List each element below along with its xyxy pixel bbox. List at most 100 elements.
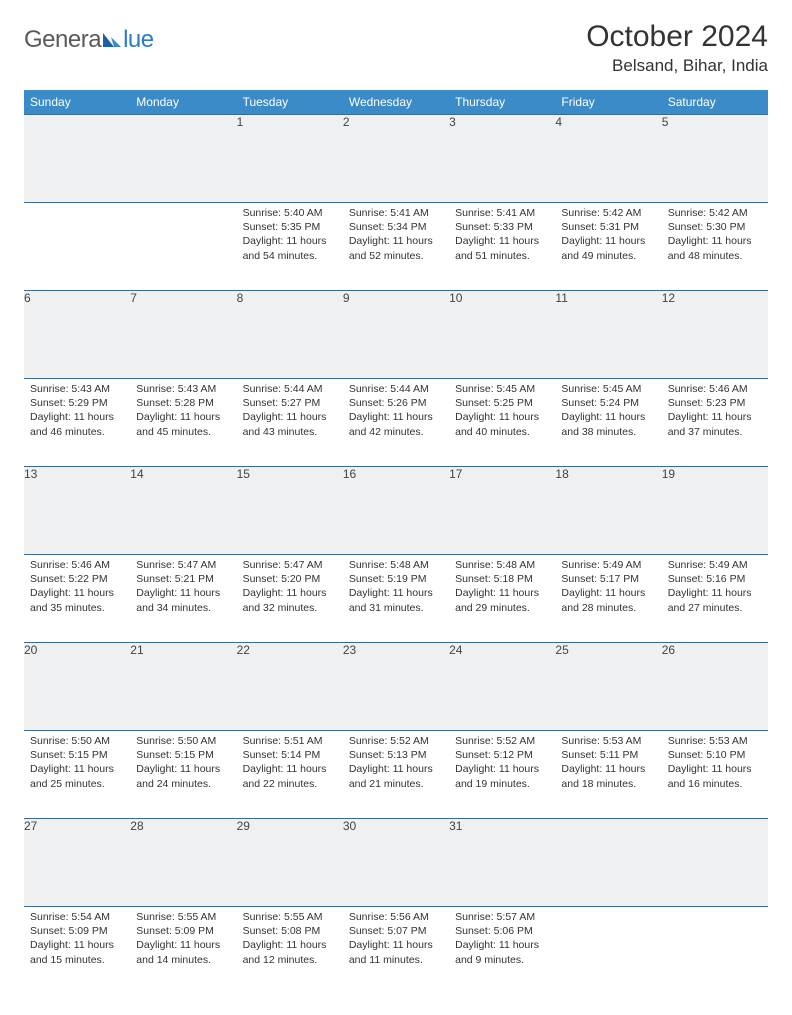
sunrise-line: Sunrise: 5:43 AM <box>136 382 230 396</box>
day-header: Tuesday <box>237 90 343 115</box>
sunset-line: Sunset: 5:21 PM <box>136 572 230 586</box>
day-cell: Sunrise: 5:43 AMSunset: 5:29 PMDaylight:… <box>24 379 130 467</box>
day-header-row: SundayMondayTuesdayWednesdayThursdayFrid… <box>24 90 768 115</box>
daylight-line: Daylight: 11 hours and 25 minutes. <box>30 762 124 790</box>
daynum-row: 13141516171819 <box>24 467 768 555</box>
day-number: 7 <box>130 291 236 379</box>
calendar-body: 12345Sunrise: 5:40 AMSunset: 5:35 PMDayl… <box>24 115 768 995</box>
day-number <box>130 115 236 203</box>
day-number: 13 <box>24 467 130 555</box>
day-cell <box>662 907 768 995</box>
day-cell: Sunrise: 5:52 AMSunset: 5:12 PMDaylight:… <box>449 731 555 819</box>
logo: Genera lue <box>24 26 154 54</box>
day-info: Sunrise: 5:41 AMSunset: 5:34 PMDaylight:… <box>343 203 449 269</box>
day-cell: Sunrise: 5:48 AMSunset: 5:18 PMDaylight:… <box>449 555 555 643</box>
day-header: Friday <box>555 90 661 115</box>
sunset-line: Sunset: 5:24 PM <box>561 396 655 410</box>
sunrise-line: Sunrise: 5:49 AM <box>668 558 762 572</box>
day-info: Sunrise: 5:48 AMSunset: 5:19 PMDaylight:… <box>343 555 449 621</box>
daylight-line: Daylight: 11 hours and 28 minutes. <box>561 586 655 614</box>
sunset-line: Sunset: 5:09 PM <box>136 924 230 938</box>
daylight-line: Daylight: 11 hours and 49 minutes. <box>561 234 655 262</box>
daylight-line: Daylight: 11 hours and 42 minutes. <box>349 410 443 438</box>
daylight-line: Daylight: 11 hours and 46 minutes. <box>30 410 124 438</box>
sunrise-line: Sunrise: 5:54 AM <box>30 910 124 924</box>
day-number: 8 <box>237 291 343 379</box>
day-cell: Sunrise: 5:47 AMSunset: 5:20 PMDaylight:… <box>237 555 343 643</box>
sunrise-line: Sunrise: 5:47 AM <box>243 558 337 572</box>
day-info: Sunrise: 5:42 AMSunset: 5:31 PMDaylight:… <box>555 203 661 269</box>
daylight-line: Daylight: 11 hours and 34 minutes. <box>136 586 230 614</box>
day-info: Sunrise: 5:56 AMSunset: 5:07 PMDaylight:… <box>343 907 449 973</box>
day-number: 21 <box>130 643 236 731</box>
day-cell: Sunrise: 5:56 AMSunset: 5:07 PMDaylight:… <box>343 907 449 995</box>
sunrise-line: Sunrise: 5:46 AM <box>668 382 762 396</box>
sunrise-line: Sunrise: 5:48 AM <box>349 558 443 572</box>
sunrise-line: Sunrise: 5:57 AM <box>455 910 549 924</box>
day-number: 23 <box>343 643 449 731</box>
day-number: 18 <box>555 467 661 555</box>
logo-sail-icon <box>101 31 123 49</box>
day-cell: Sunrise: 5:53 AMSunset: 5:11 PMDaylight:… <box>555 731 661 819</box>
sunset-line: Sunset: 5:09 PM <box>30 924 124 938</box>
day-info: Sunrise: 5:47 AMSunset: 5:20 PMDaylight:… <box>237 555 343 621</box>
sunrise-line: Sunrise: 5:40 AM <box>243 206 337 220</box>
daylight-line: Daylight: 11 hours and 31 minutes. <box>349 586 443 614</box>
daylight-line: Daylight: 11 hours and 27 minutes. <box>668 586 762 614</box>
daylight-line: Daylight: 11 hours and 45 minutes. <box>136 410 230 438</box>
day-info: Sunrise: 5:51 AMSunset: 5:14 PMDaylight:… <box>237 731 343 797</box>
day-info: Sunrise: 5:47 AMSunset: 5:21 PMDaylight:… <box>130 555 236 621</box>
daylight-line: Daylight: 11 hours and 21 minutes. <box>349 762 443 790</box>
day-cell: Sunrise: 5:46 AMSunset: 5:22 PMDaylight:… <box>24 555 130 643</box>
day-number: 11 <box>555 291 661 379</box>
sunset-line: Sunset: 5:08 PM <box>243 924 337 938</box>
sunset-line: Sunset: 5:20 PM <box>243 572 337 586</box>
sunset-line: Sunset: 5:30 PM <box>668 220 762 234</box>
day-cell: Sunrise: 5:41 AMSunset: 5:33 PMDaylight:… <box>449 203 555 291</box>
daylight-line: Daylight: 11 hours and 19 minutes. <box>455 762 549 790</box>
sunrise-line: Sunrise: 5:46 AM <box>30 558 124 572</box>
day-cell <box>555 907 661 995</box>
day-cell: Sunrise: 5:50 AMSunset: 5:15 PMDaylight:… <box>130 731 236 819</box>
day-cell <box>130 203 236 291</box>
sunset-line: Sunset: 5:31 PM <box>561 220 655 234</box>
day-info: Sunrise: 5:46 AMSunset: 5:22 PMDaylight:… <box>24 555 130 621</box>
day-number: 9 <box>343 291 449 379</box>
day-cell: Sunrise: 5:45 AMSunset: 5:25 PMDaylight:… <box>449 379 555 467</box>
sunset-line: Sunset: 5:16 PM <box>668 572 762 586</box>
sunset-line: Sunset: 5:07 PM <box>349 924 443 938</box>
day-cell: Sunrise: 5:49 AMSunset: 5:16 PMDaylight:… <box>662 555 768 643</box>
daylight-line: Daylight: 11 hours and 22 minutes. <box>243 762 337 790</box>
sunset-line: Sunset: 5:15 PM <box>30 748 124 762</box>
day-content-row: Sunrise: 5:50 AMSunset: 5:15 PMDaylight:… <box>24 731 768 819</box>
calendar-page: Genera lue October 2024 Belsand, Bihar, … <box>0 0 792 1015</box>
sunrise-line: Sunrise: 5:49 AM <box>561 558 655 572</box>
day-number: 4 <box>555 115 661 203</box>
sunset-line: Sunset: 5:06 PM <box>455 924 549 938</box>
day-info: Sunrise: 5:55 AMSunset: 5:09 PMDaylight:… <box>130 907 236 973</box>
day-info: Sunrise: 5:45 AMSunset: 5:24 PMDaylight:… <box>555 379 661 445</box>
sunrise-line: Sunrise: 5:43 AM <box>30 382 124 396</box>
sunrise-line: Sunrise: 5:56 AM <box>349 910 443 924</box>
day-content-row: Sunrise: 5:46 AMSunset: 5:22 PMDaylight:… <box>24 555 768 643</box>
day-number: 12 <box>662 291 768 379</box>
sunrise-line: Sunrise: 5:44 AM <box>243 382 337 396</box>
day-header: Sunday <box>24 90 130 115</box>
daylight-line: Daylight: 11 hours and 54 minutes. <box>243 234 337 262</box>
sunset-line: Sunset: 5:23 PM <box>668 396 762 410</box>
day-content-row: Sunrise: 5:43 AMSunset: 5:29 PMDaylight:… <box>24 379 768 467</box>
day-cell: Sunrise: 5:40 AMSunset: 5:35 PMDaylight:… <box>237 203 343 291</box>
day-number: 16 <box>343 467 449 555</box>
sunrise-line: Sunrise: 5:44 AM <box>349 382 443 396</box>
day-number: 26 <box>662 643 768 731</box>
sunrise-line: Sunrise: 5:51 AM <box>243 734 337 748</box>
day-cell: Sunrise: 5:51 AMSunset: 5:14 PMDaylight:… <box>237 731 343 819</box>
day-cell: Sunrise: 5:48 AMSunset: 5:19 PMDaylight:… <box>343 555 449 643</box>
day-info: Sunrise: 5:49 AMSunset: 5:17 PMDaylight:… <box>555 555 661 621</box>
day-cell: Sunrise: 5:41 AMSunset: 5:34 PMDaylight:… <box>343 203 449 291</box>
day-number: 17 <box>449 467 555 555</box>
daylight-line: Daylight: 11 hours and 18 minutes. <box>561 762 655 790</box>
day-cell: Sunrise: 5:47 AMSunset: 5:21 PMDaylight:… <box>130 555 236 643</box>
daylight-line: Daylight: 11 hours and 43 minutes. <box>243 410 337 438</box>
day-header: Saturday <box>662 90 768 115</box>
